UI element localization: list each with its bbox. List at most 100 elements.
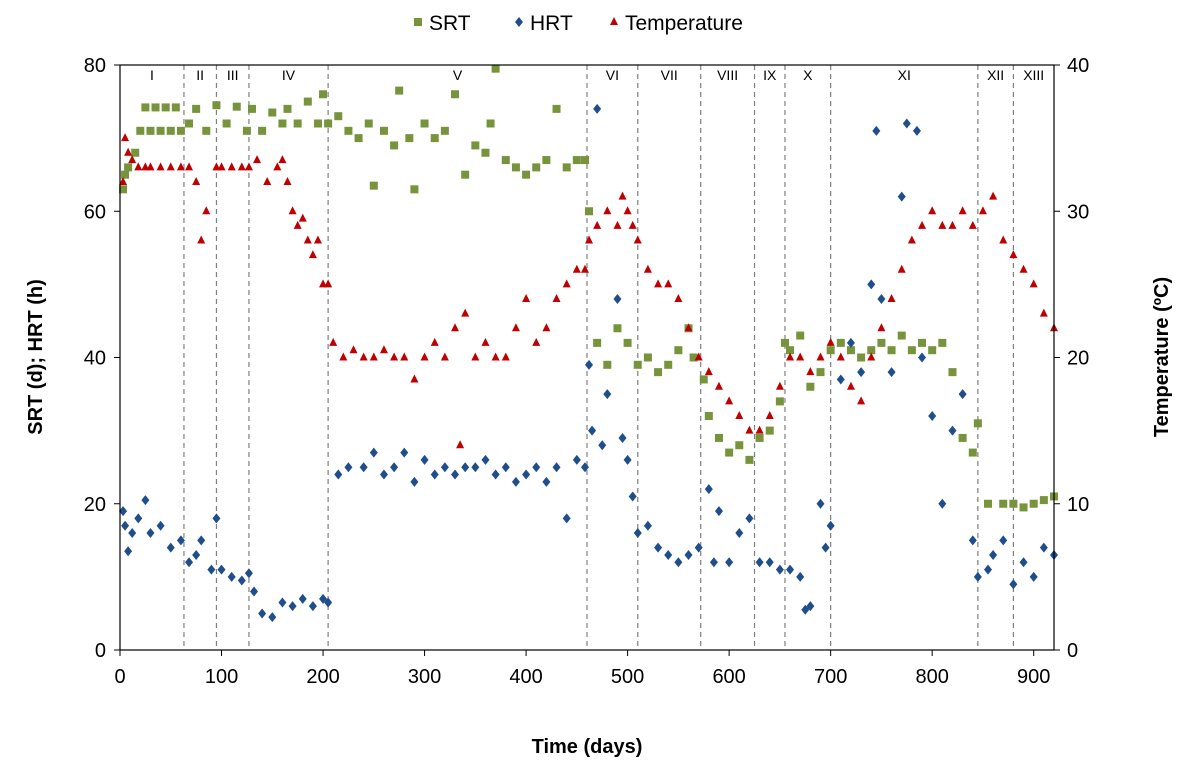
x-axis-title: Time (days) <box>532 736 643 758</box>
srt-point <box>344 126 353 135</box>
hrt-point <box>918 352 927 363</box>
temperature-point <box>141 162 150 171</box>
y2-tick-label: 10 <box>1067 494 1089 516</box>
srt-point <box>156 126 165 135</box>
temperature-point <box>654 279 663 288</box>
temperature-point <box>1019 264 1028 273</box>
temperature-point <box>379 345 388 354</box>
hrt-point <box>344 462 353 473</box>
legend-label: SRT <box>429 12 471 35</box>
srt-point <box>816 368 825 377</box>
temperature-point <box>948 220 957 229</box>
temperature-point <box>451 323 460 332</box>
hrt-point <box>268 612 277 623</box>
axes <box>114 64 1060 656</box>
srt-point <box>283 104 292 113</box>
temperature-point <box>572 264 581 273</box>
temperature-point <box>958 206 967 215</box>
hrt-point <box>887 367 896 378</box>
srt-point <box>613 324 622 333</box>
srt-point <box>131 148 140 157</box>
hrt-point <box>461 462 470 473</box>
hrt-point <box>928 411 937 421</box>
srt-point <box>319 90 328 99</box>
hrt-point <box>572 454 581 465</box>
hrt-point <box>938 498 947 509</box>
hrt-point <box>816 498 825 509</box>
legend-label: Temperature <box>625 12 743 35</box>
hrt-point <box>141 495 150 506</box>
srt-point <box>973 419 982 428</box>
hrt-point <box>217 564 226 575</box>
hrt-point <box>119 506 128 517</box>
y2-tick-label: 30 <box>1067 201 1089 223</box>
temperature-point <box>197 235 206 244</box>
temperature-point <box>491 352 500 361</box>
temperature-point <box>603 206 612 215</box>
hrt-point <box>308 601 317 612</box>
srt-point <box>141 103 150 112</box>
hrt-point <box>532 462 541 473</box>
temperature-point <box>244 162 253 171</box>
temperature-point <box>303 235 312 244</box>
x-tick-label: 300 <box>408 666 441 688</box>
srt-point <box>887 346 896 355</box>
srt-point <box>689 353 698 362</box>
temperature-point <box>329 337 338 346</box>
srt-point <box>1039 496 1048 505</box>
hrt-point <box>872 125 881 136</box>
srt-point <box>704 412 713 420</box>
srt-point <box>826 346 835 355</box>
srt-point <box>364 119 373 128</box>
srt-point <box>948 368 957 377</box>
srt-point <box>212 101 221 110</box>
srt-point <box>532 163 541 172</box>
hrt-point <box>618 432 627 443</box>
tick-labels: 0 100 200 300 400 500 600 700 800 900020406080010… <box>84 55 1090 688</box>
hrt-point <box>598 440 607 451</box>
hrt-point <box>410 476 419 487</box>
hrt-point <box>1019 557 1028 568</box>
temperature-point <box>796 352 805 361</box>
srt-point <box>918 338 927 347</box>
temperature-point <box>775 381 784 390</box>
temperature-point <box>1009 250 1018 259</box>
temperature-point <box>725 396 734 405</box>
legend-hrt-marker <box>515 17 523 27</box>
srt-point <box>334 112 343 121</box>
y-tick-label: 40 <box>84 348 106 370</box>
temperature-point <box>293 220 302 229</box>
temperature-point <box>119 177 128 185</box>
temperature-point <box>501 352 510 361</box>
srt-point <box>166 126 175 135</box>
temperature-point <box>704 367 713 376</box>
hrt-point <box>420 454 429 465</box>
phase-label: X <box>803 67 813 83</box>
hrt-point <box>674 557 683 568</box>
temperature-point <box>618 191 627 200</box>
x-tick-label: 800 <box>915 666 948 688</box>
srt-point <box>968 448 977 457</box>
srt-point <box>511 163 520 172</box>
hrt-point <box>775 564 784 575</box>
temperature-point <box>369 352 378 361</box>
phase-label: VIII <box>717 67 738 83</box>
srt-point <box>562 163 571 172</box>
hrt-point <box>1039 542 1048 553</box>
temperature-point <box>237 162 246 171</box>
hrt-point <box>552 462 561 473</box>
srt-point <box>1009 499 1018 508</box>
hrt-point <box>258 608 267 619</box>
srt-point <box>222 119 231 128</box>
phase-label: III <box>227 67 239 83</box>
temperature-point <box>999 235 1008 244</box>
phase-label: VI <box>606 67 619 83</box>
srt-point <box>124 163 133 172</box>
srt-point <box>585 207 594 216</box>
temperature-point <box>324 279 333 288</box>
temperature-point <box>390 352 399 361</box>
temperature-point <box>846 381 855 390</box>
srt-point <box>674 346 683 355</box>
srt-point <box>390 141 399 150</box>
hrt-point <box>877 294 886 304</box>
